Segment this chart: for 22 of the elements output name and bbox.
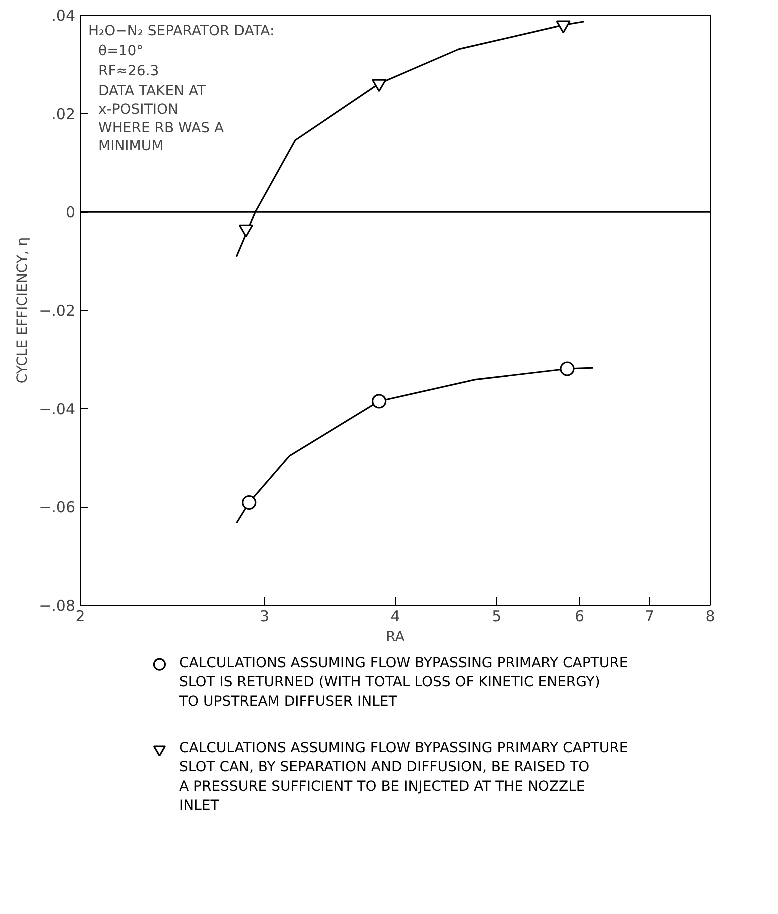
y-axis-title: CYCLE EFFICIENCY, η — [15, 237, 32, 384]
annotation: RF≈26.3 — [98, 64, 160, 80]
x-tick-label: 4 — [390, 608, 400, 626]
x-tick-label: 8 — [706, 608, 716, 626]
y-tick-label: −.08 — [39, 597, 76, 615]
y-tick-label: .02 — [52, 105, 76, 124]
y-tick-label: −.04 — [39, 400, 76, 418]
y-tick-label: 0 — [66, 204, 76, 222]
annotation: DATA TAKEN AT x-POSITION WHERE RB WAS A MINIMUM — [98, 84, 225, 155]
legend-label: CALCULATIONS ASSUMING FLOW BYPASSING PRIMARY CAPTURE SLOT IS RETURNED (WITH TOTAL LOSS OF KINETIC ENERGY) TO UPSTREAM DIFFUSER INLET — [178, 655, 628, 710]
legend-label: CALCULATIONS ASSUMING FLOW BYPASSING PRIMARY CAPTURE SLOT CAN, BY SEPARATION AND DIFFUSION, BE RAISED TO A PRESSURE SUFFICIENT TO BE INJECTED AT THE NOZZLE INLET — [180, 740, 628, 814]
y-tick-label: .04 — [52, 7, 76, 25]
x-tick-label: 5 — [492, 608, 502, 626]
x-tick-label: 2 — [76, 608, 86, 626]
x-tick-label: 3 — [260, 608, 270, 626]
x-tick-label: 6 — [574, 608, 585, 626]
x-axis-title: RA — [386, 630, 406, 646]
y-tick-label: −.02 — [39, 302, 76, 320]
annotation: H₂O−N₂ SEPARATOR DATA: — [88, 24, 275, 40]
x-tick-label: 7 — [645, 608, 655, 626]
y-tick-label: −.06 — [39, 498, 76, 517]
annotation: θ=10° — [98, 44, 144, 60]
